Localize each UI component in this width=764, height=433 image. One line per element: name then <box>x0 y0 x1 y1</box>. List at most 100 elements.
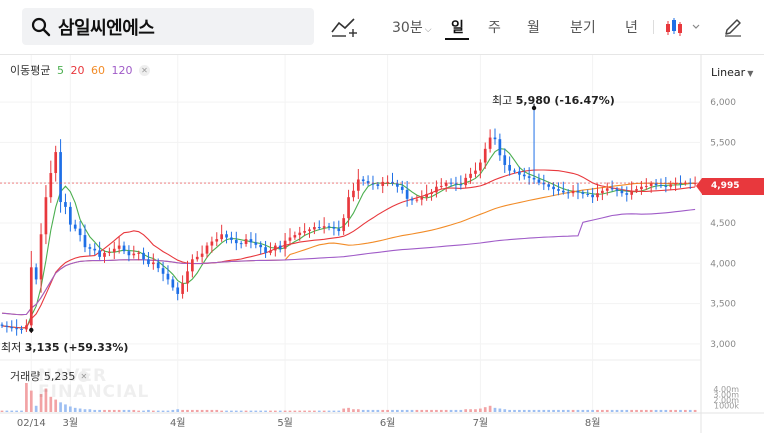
candle-body <box>371 183 375 185</box>
time-tick-label: 6월 <box>380 417 396 429</box>
interval-dropdown[interactable]: 30분 ⌵ <box>392 17 432 37</box>
price-tick-label: 4,000 <box>710 259 736 269</box>
candle-body <box>259 244 263 248</box>
candlestick-icon[interactable] <box>664 15 704 39</box>
scale-dropdown[interactable]: Linear ▼ <box>711 66 753 79</box>
candle-body <box>479 162 482 171</box>
volume-bar <box>215 409 219 412</box>
candle-body <box>337 228 341 232</box>
candle-body <box>669 184 673 187</box>
volume-bar <box>356 409 360 412</box>
time-tick-label: 3월 <box>63 417 79 429</box>
volume-legend[interactable]: 거래량 5,235 ✕ <box>10 368 90 384</box>
volume-bar <box>25 383 28 412</box>
chevron-down-icon <box>692 24 700 29</box>
moving-average-legend[interactable]: 이동평균 5 20 60 120 ✕ <box>10 62 153 78</box>
candle-body <box>649 183 653 186</box>
volume-bar <box>649 409 653 412</box>
candle-body <box>49 173 53 198</box>
volume-bar <box>459 409 463 412</box>
candle-body <box>34 267 38 280</box>
active-tab-indicator <box>445 38 469 40</box>
ma-20-line <box>1 169 696 329</box>
stock-chart[interactable]: 3,000 3,500 4,000 4,500 5,500 6,000 02/14 3월 4월 5… <box>0 55 764 433</box>
volume-bar <box>108 409 111 412</box>
chevron-down-icon: ▼ <box>747 69 754 78</box>
current-price-tag: 4,995 <box>696 178 764 195</box>
volume-bar <box>420 409 424 412</box>
time-tick-label: 8월 <box>585 417 601 429</box>
ma-120-line <box>1 208 696 316</box>
tab-day[interactable]: 일 <box>451 20 464 36</box>
volume-bar <box>615 409 619 412</box>
volume-bar <box>142 410 145 412</box>
toolbar-divider <box>653 20 654 34</box>
time-tick-label: 7월 <box>473 417 489 429</box>
volume-bar <box>156 410 160 412</box>
candle-body <box>10 326 14 329</box>
volume-bar <box>449 409 453 412</box>
candle-body <box>601 190 604 194</box>
candle-body <box>439 185 443 187</box>
candle-body <box>522 174 526 177</box>
pencil-icon[interactable] <box>721 15 745 39</box>
volume-bar <box>210 409 214 412</box>
candle-body <box>0 324 4 326</box>
close-icon[interactable]: ✕ <box>78 371 90 382</box>
volume-bar <box>254 410 258 412</box>
toolbar-divider-line <box>0 54 764 55</box>
tab-year[interactable]: 년 <box>625 20 638 36</box>
close-icon[interactable]: ✕ <box>138 65 150 76</box>
volume-bar <box>522 409 526 412</box>
candle-body <box>542 182 546 185</box>
interval-dropdown-value: 30분 <box>392 20 423 36</box>
tab-week[interactable]: 주 <box>488 20 501 36</box>
candle-body <box>15 328 18 330</box>
candle-body <box>83 235 87 248</box>
volume-bar <box>225 410 228 412</box>
candle-body <box>274 245 277 251</box>
candle-body <box>342 218 346 232</box>
candle-body <box>454 183 458 185</box>
high-pointer-dot <box>531 105 537 111</box>
candle-body <box>317 227 321 229</box>
candle-body <box>352 190 355 198</box>
candle-body <box>68 206 72 225</box>
volume-tick-label: 2.00m <box>713 396 739 405</box>
candle-body <box>449 182 453 184</box>
volume-bar <box>518 409 521 412</box>
tab-quarter[interactable]: 분기 <box>570 20 596 36</box>
chart-compare-icon[interactable] <box>330 14 360 40</box>
volume-bar <box>439 409 443 412</box>
candle-body <box>386 181 389 183</box>
ma-120-label: 120 <box>111 64 133 77</box>
volume-bar <box>64 404 67 412</box>
volume-bar <box>269 410 272 412</box>
volume-bar <box>552 409 555 412</box>
volume-bar <box>10 410 14 412</box>
price-tick-label: 3,500 <box>710 300 736 310</box>
low-prefix: 최저 <box>1 341 22 354</box>
price-tick-label: 6,000 <box>710 98 736 108</box>
stock-search-box[interactable]: 삼일씨엔에스 <box>22 8 314 45</box>
search-input-value[interactable]: 삼일씨엔에스 <box>58 17 155 39</box>
extreme-markers <box>0 103 701 334</box>
chart-canvas[interactable]: 3,000 3,500 4,000 4,500 5,500 6,000 02/14 3월 4월 5… <box>0 55 764 433</box>
candle-body <box>679 183 682 185</box>
candle-body <box>361 179 365 182</box>
volume-bar <box>361 409 365 412</box>
volume-bar <box>547 409 551 412</box>
chevron-down-icon: ⌵ <box>424 25 432 35</box>
volume-bar <box>679 409 682 412</box>
volume-label: 거래량 5,235 <box>10 370 76 383</box>
tab-month[interactable]: 월 <box>527 20 540 36</box>
candle-body <box>347 197 350 219</box>
candle-body <box>391 181 394 184</box>
candle-body <box>171 279 175 288</box>
volume-bar <box>313 410 316 412</box>
candle-body <box>112 248 116 253</box>
candle-body <box>527 176 531 178</box>
volume-bar <box>259 410 263 412</box>
volume-bar <box>112 409 116 412</box>
axis-labels: 3,000 3,500 4,000 4,500 5,500 6,000 02/14 3월 4월 5… <box>17 98 739 429</box>
